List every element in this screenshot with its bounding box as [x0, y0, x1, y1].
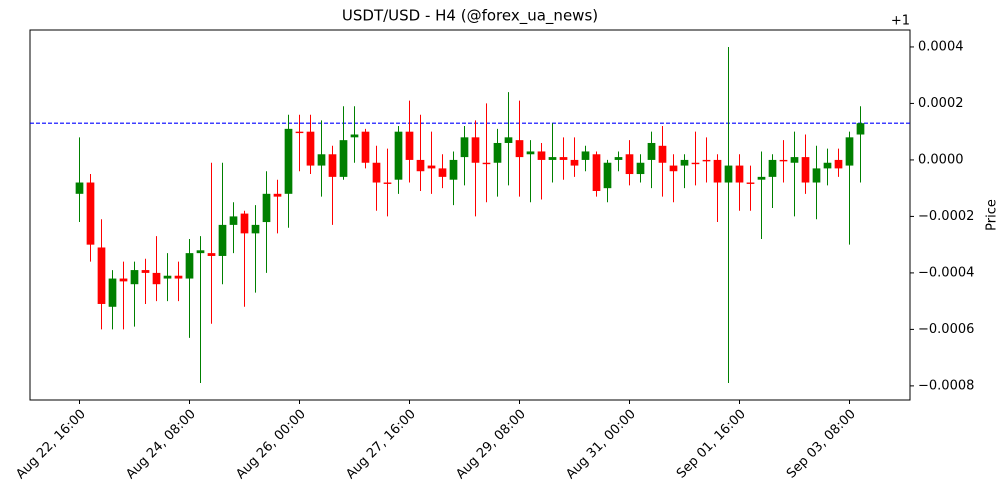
- candle-body: [515, 140, 524, 158]
- candle-body: [790, 157, 799, 163]
- candle-body: [812, 168, 821, 183]
- candle-body: [295, 131, 304, 134]
- candle-body: [75, 182, 84, 194]
- candle-body: [493, 142, 502, 163]
- candle-body: [108, 278, 117, 307]
- y-axis-label: Price: [985, 199, 1000, 231]
- candle-body: [306, 131, 315, 166]
- candle-body: [350, 134, 359, 138]
- candle-body: [636, 162, 645, 175]
- chart-title: USDT/USD - H4 (@forex_ua_news): [342, 7, 598, 26]
- candle-body: [757, 176, 766, 180]
- candle-body: [691, 162, 700, 165]
- candle-body: [152, 272, 161, 285]
- candle-body: [240, 213, 249, 234]
- candle-body: [427, 165, 436, 169]
- candle-body: [163, 275, 172, 279]
- candle-body: [372, 162, 381, 183]
- candle-body: [251, 224, 260, 234]
- candle-body: [614, 157, 623, 160]
- candle-body: [207, 253, 216, 256]
- candle-body: [603, 162, 612, 189]
- x-tick-label: Aug 24, 08:00: [123, 407, 199, 483]
- candle-body: [229, 216, 238, 225]
- candle-body: [504, 137, 513, 143]
- y-tick-label: 0.0002: [918, 96, 964, 111]
- candle-body: [746, 182, 755, 184]
- candle-body: [658, 145, 667, 163]
- candle-body: [801, 157, 810, 183]
- candle-body: [449, 159, 458, 180]
- candle-body: [526, 151, 535, 155]
- candle-body: [779, 159, 788, 162]
- candle-body: [284, 128, 293, 194]
- candle-body: [471, 137, 480, 163]
- candle-body: [482, 162, 491, 165]
- candle-body: [328, 154, 337, 177]
- candle-body: [218, 224, 227, 256]
- candle-body: [130, 270, 139, 285]
- candle-body: [845, 137, 854, 166]
- candle-body: [262, 193, 271, 223]
- candle-body: [119, 278, 128, 282]
- candle-body: [548, 157, 557, 160]
- candle-body: [141, 270, 150, 273]
- candle-body: [174, 275, 183, 279]
- candle-body: [405, 131, 414, 160]
- candle-body: [273, 193, 282, 197]
- candle-body: [647, 142, 656, 160]
- candle-body: [317, 154, 326, 166]
- candle-body: [724, 165, 733, 183]
- candle-body: [86, 182, 95, 245]
- y-offset-label: +1: [891, 14, 910, 29]
- candle-body: [735, 165, 744, 183]
- candle-body: [680, 159, 689, 166]
- y-tick-label: −0.0002: [918, 209, 974, 224]
- y-tick-label: −0.0008: [918, 378, 974, 393]
- y-tick-label: −0.0004: [918, 265, 974, 280]
- plot-frame: [29, 29, 911, 401]
- candle-body: [196, 250, 205, 254]
- candle-body: [559, 157, 568, 160]
- candle-body: [537, 151, 546, 160]
- candle-body: [768, 159, 777, 177]
- candle-body: [416, 159, 425, 172]
- x-tick-label: Aug 29, 08:00: [453, 407, 529, 483]
- candle-body: [394, 131, 403, 180]
- candle-body: [339, 140, 348, 177]
- candle-body: [438, 168, 447, 177]
- x-tick-label: Sep 03, 08:00: [784, 407, 859, 482]
- x-tick-label: Aug 27, 16:00: [343, 407, 419, 483]
- candle-body: [669, 165, 678, 172]
- x-tick-label: Sep 01, 16:00: [674, 407, 749, 482]
- y-tick-label: 0.0000: [918, 152, 964, 167]
- x-tick-label: Aug 26, 00:00: [233, 407, 309, 483]
- candle-body: [713, 159, 722, 183]
- x-tick-label: Aug 31, 00:00: [563, 407, 639, 483]
- candle-body: [581, 151, 590, 160]
- candle-body: [856, 123, 865, 135]
- candle-body: [823, 162, 832, 169]
- candle-body: [185, 253, 194, 279]
- candle-body: [625, 154, 634, 175]
- candle-body: [361, 131, 370, 163]
- candle-body: [702, 159, 711, 162]
- candle-body: [570, 159, 579, 166]
- y-tick-label: −0.0006: [918, 322, 974, 337]
- candle-body: [383, 182, 392, 184]
- x-tick-label: Aug 22, 16:00: [13, 407, 89, 483]
- candle-body: [834, 159, 843, 169]
- y-tick-label: 0.0004: [918, 39, 964, 54]
- candle-body: [592, 154, 601, 191]
- candle-body: [97, 247, 106, 304]
- candle-body: [460, 137, 469, 158]
